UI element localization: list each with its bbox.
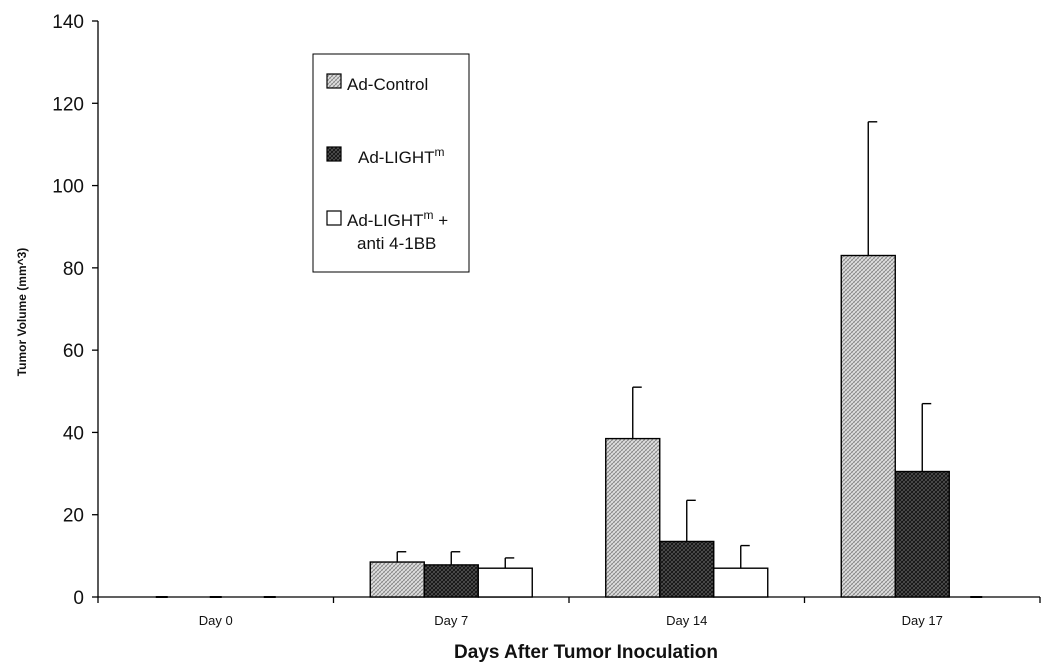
legend-entry-line2: anti 4-1BB	[357, 234, 436, 253]
legend-entry: Ad-LIGHTm +	[347, 208, 448, 230]
y-axis-label: Tumor Volume (mm^3)	[15, 248, 29, 377]
x-tick-label: Day 7	[434, 613, 468, 628]
bar	[423, 564, 479, 598]
y-tick-label: 120	[52, 94, 84, 115]
error-bars	[396, 121, 932, 569]
y-tick-label: 80	[63, 259, 84, 280]
y-tick-label: 140	[52, 12, 84, 33]
bar	[477, 567, 533, 598]
legend-swatch	[326, 146, 342, 162]
y-tick-label: 40	[63, 423, 84, 444]
x-tick-label: Day 14	[666, 613, 707, 628]
legend-entry: Ad-LIGHTm	[358, 145, 445, 167]
bar	[713, 567, 769, 598]
bars	[155, 254, 983, 598]
legend-swatch	[326, 73, 342, 89]
bar	[840, 254, 896, 598]
x-axis-label: Days After Tumor Inoculation	[454, 642, 718, 663]
bar	[894, 470, 950, 598]
y-tick-label: 60	[63, 341, 84, 362]
legend: Ad-Control Ad-LIGHTm Ad-LIGHTm + anti 4-1BB	[312, 53, 470, 273]
x-tick-label: Day 0	[199, 613, 233, 628]
legend-swatch	[326, 210, 342, 226]
y-ticks: 0 20 40 60 80 100 120 140	[52, 12, 98, 609]
y-tick-label: 0	[73, 588, 84, 609]
legend-entry: Ad-Control	[347, 75, 428, 94]
legend-box	[312, 53, 470, 273]
y-tick-label: 100	[52, 177, 84, 198]
x-ticks: Day 0 Day 7 Day 14 Day 17	[97, 597, 1041, 628]
bar	[605, 437, 661, 598]
y-tick-label: 20	[63, 506, 84, 527]
bar	[369, 561, 425, 598]
x-tick-label: Day 17	[902, 613, 943, 628]
bar	[659, 540, 715, 598]
